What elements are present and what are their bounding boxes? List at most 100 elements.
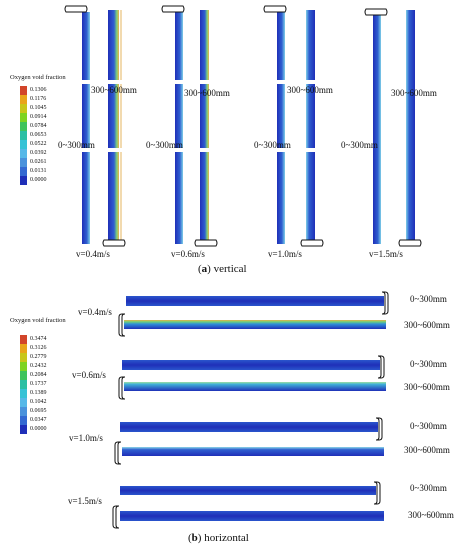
- vertical-upper-label: 300~600mm: [184, 88, 230, 98]
- horizontal-legend-title: Oxygen void fraction: [10, 317, 66, 324]
- vertical-legend-swatch: [20, 167, 27, 176]
- vertical-pipe-gap: [175, 148, 211, 152]
- horizontal-pipe-lower: [124, 320, 386, 329]
- vertical-upper-label: 300~600mm: [287, 85, 333, 95]
- vertical-break-symbol-top: [263, 5, 287, 13]
- vertical-pipes-drawing: [64, 5, 422, 247]
- vertical-lower-label: 0~300mm: [254, 140, 291, 150]
- vertical-pipe-left: [277, 12, 285, 244]
- vertical-legend-swatch: [20, 86, 27, 95]
- vertical-legend-value: 0.1306: [30, 87, 47, 93]
- horizontal-caption: (b) horizontal: [188, 532, 249, 544]
- horizontal-velocity-label: v=0.6m/s: [72, 370, 106, 380]
- vertical-velocity-label: v=1.0m/s: [268, 249, 302, 259]
- horizontal-case-1.0: [114, 417, 384, 465]
- horizontal-pipe-upper: [120, 486, 376, 495]
- vertical-pipe-left: [373, 14, 381, 244]
- horizontal-break-symbol-right: [375, 417, 383, 441]
- horizontal-break-symbol-left: [118, 376, 126, 400]
- horizontal-case-0.4: [118, 291, 389, 337]
- horizontal-legend-value: 0.1042: [30, 399, 47, 405]
- vertical-break-symbol-top: [64, 5, 88, 13]
- vertical-legend-value: 0.0784: [30, 123, 47, 129]
- horizontal-upper-label: 0~300mm: [410, 483, 447, 493]
- horizontal-break-symbol-left: [112, 505, 120, 529]
- horizontal-lower-label: 300~600mm: [404, 320, 450, 330]
- vertical-legend-swatch: [20, 122, 27, 131]
- horizontal-velocity-label: v=1.5m/s: [68, 496, 102, 506]
- horizontal-legend-swatch: [20, 344, 27, 353]
- vertical-break-symbol-top: [161, 5, 185, 13]
- vertical-legend-value: 0.0392: [30, 150, 47, 156]
- vertical-legend-swatch: [20, 104, 27, 113]
- vertical-upper-label: 300~600mm: [391, 88, 437, 98]
- vertical-pipe-right: [306, 10, 315, 244]
- vertical-pipe-gap: [277, 148, 317, 152]
- vertical-pipe-right: [108, 10, 119, 244]
- vertical-legend-value: 0.1176: [30, 96, 47, 102]
- horizontal-legend-value: 0.0000: [30, 426, 47, 432]
- horizontal-break-symbol-left: [118, 313, 126, 337]
- horizontal-legend-swatch: [20, 407, 27, 416]
- horizontal-legend-value: 0.0347: [30, 417, 47, 423]
- horizontal-legend-swatch: [20, 398, 27, 407]
- horizontal-legend-value: 0.2432: [30, 363, 47, 369]
- vertical-velocity-label: v=0.4m/s: [76, 249, 110, 259]
- horizontal-velocity-label: v=1.0m/s: [69, 433, 103, 443]
- vertical-caption: (a) vertical: [198, 263, 247, 275]
- vertical-velocity-label: v=1.5m/s: [369, 249, 403, 259]
- vertical-legend-swatch: [20, 149, 27, 158]
- vertical-lower-label: 0~300mm: [146, 140, 183, 150]
- vertical-legend-value: 0.0522: [30, 141, 47, 147]
- horizontal-pipe-lower: [122, 447, 384, 456]
- vertical-legend-value: 0.0914: [30, 114, 47, 120]
- vertical-legend-value: 0.0131: [30, 168, 47, 174]
- horizontal-break-symbol-right: [381, 291, 389, 315]
- vertical-case-0.4: [64, 5, 126, 247]
- vertical-pipe-left: [82, 12, 90, 244]
- vertical-legend-value: 0.0261: [30, 159, 47, 165]
- vertical-case-0.6: [161, 5, 218, 247]
- horizontal-legend-value: 0.2779: [30, 354, 47, 360]
- horizontal-legend-swatch: [20, 389, 27, 398]
- horizontal-case-1.5: [112, 481, 384, 529]
- horizontal-break-symbol-left: [114, 441, 122, 465]
- vertical-case-1.5: [364, 8, 422, 247]
- vertical-legend-swatch: [20, 158, 27, 167]
- horizontal-pipe-upper: [126, 296, 384, 306]
- horizontal-legend-swatch: [20, 416, 27, 425]
- horizontal-pipe-lower: [124, 382, 386, 391]
- vertical-caption-label: a: [201, 263, 208, 275]
- vertical-break-symbol-top: [364, 8, 388, 16]
- vertical-legend-value: 0.0000: [30, 177, 47, 183]
- vertical-legend-value: 0.1045: [30, 105, 47, 111]
- horizontal-case-0.6: [118, 355, 386, 400]
- horizontal-lower-label: 300~600mm: [404, 382, 450, 392]
- vertical-legend-swatch: [20, 140, 27, 149]
- vertical-legend-swatch: [20, 131, 27, 140]
- horizontal-velocity-label: v=0.4m/s: [78, 307, 112, 317]
- horizontal-break-symbol-right: [377, 355, 385, 379]
- horizontal-legend-value: 0.3126: [30, 345, 47, 351]
- vertical-pipe-edge: [120, 10, 122, 244]
- horizontal-caption-text: horizontal: [201, 532, 249, 544]
- vertical-pipe-left: [175, 12, 183, 244]
- vertical-break-symbol-bottom: [398, 239, 422, 247]
- horizontal-legend-swatch: [20, 380, 27, 389]
- horizontal-legend-swatch: [20, 353, 27, 362]
- horizontal-caption-label: b: [191, 532, 198, 544]
- horizontal-legend-value: 0.1737: [30, 381, 47, 387]
- vertical-pipe-gap: [175, 80, 211, 84]
- horizontal-legend-swatch: [20, 425, 27, 434]
- horizontal-break-symbol-right: [373, 481, 381, 505]
- vertical-legend-swatch: [20, 113, 27, 122]
- horizontal-legend-value: 0.2084: [30, 372, 47, 378]
- vertical-velocity-label: v=0.6m/s: [171, 249, 205, 259]
- vertical-legend-swatch: [20, 95, 27, 104]
- vertical-break-symbol-bottom: [102, 239, 126, 247]
- horizontal-pipe-upper: [120, 422, 378, 432]
- vertical-lower-label: 0~300mm: [341, 140, 378, 150]
- horizontal-legend-value: 0.3474: [30, 336, 47, 342]
- vertical-break-symbol-bottom: [300, 239, 324, 247]
